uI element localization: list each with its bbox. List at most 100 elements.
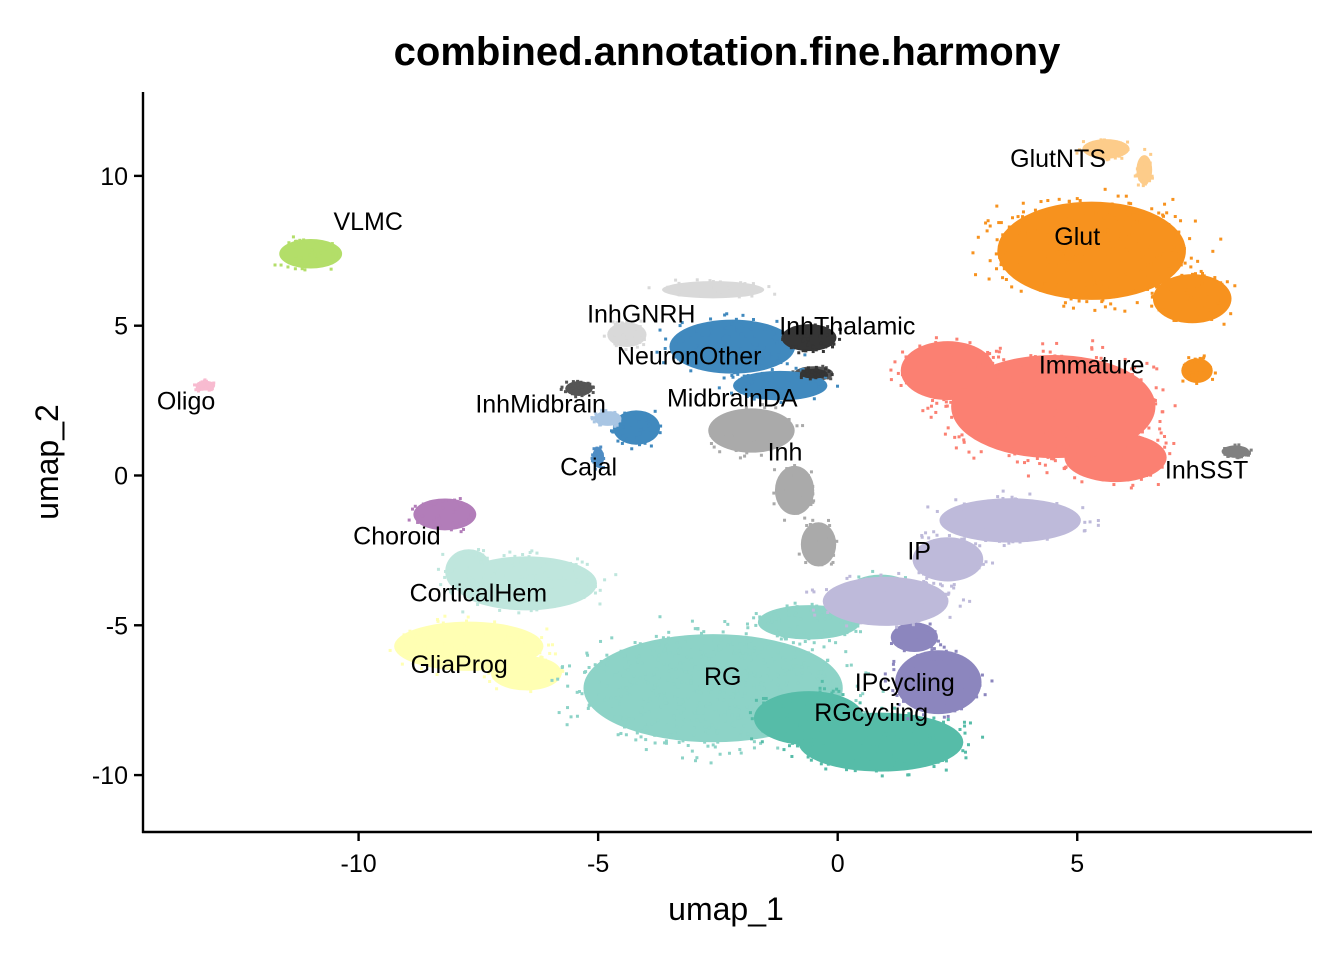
cluster-point	[690, 718, 694, 722]
cluster-point	[542, 679, 546, 683]
cluster-point	[783, 672, 787, 676]
cluster-point	[912, 718, 916, 722]
cluster-point	[977, 431, 981, 435]
cluster-point	[997, 498, 1001, 502]
cluster-point	[675, 286, 679, 290]
cluster-point	[1037, 452, 1041, 456]
cluster-point	[974, 530, 978, 534]
cluster-point	[509, 650, 513, 654]
cluster-point	[743, 382, 747, 386]
cluster-point	[615, 413, 619, 417]
cluster-point	[599, 639, 603, 643]
cluster-point	[930, 657, 934, 661]
y-tick-label: 5	[114, 313, 128, 341]
cluster-point	[945, 404, 949, 408]
cluster-point	[967, 556, 971, 560]
cluster-point	[1149, 176, 1153, 180]
cluster-point	[1077, 388, 1081, 392]
cluster-point	[944, 768, 948, 772]
cluster-point	[699, 655, 703, 659]
cluster-point	[815, 630, 819, 634]
cluster-point	[995, 371, 999, 375]
cluster-point	[874, 726, 878, 730]
cluster-point	[764, 696, 768, 700]
cluster-point	[921, 696, 925, 700]
cluster-point	[799, 744, 803, 748]
cluster-point	[1019, 387, 1023, 391]
cluster-point	[693, 665, 697, 669]
cluster-point	[784, 434, 788, 438]
cluster-point	[838, 706, 842, 710]
cluster-point	[1079, 472, 1083, 476]
cluster-point	[614, 696, 618, 700]
cluster-point	[1006, 525, 1010, 529]
cluster-point	[573, 385, 577, 389]
cluster-point	[1033, 227, 1037, 231]
cluster-points-glutnts	[1075, 138, 1154, 188]
cluster-point	[1129, 202, 1133, 206]
cluster-point	[1142, 179, 1146, 183]
cluster-point	[803, 353, 807, 357]
cluster-point	[936, 639, 940, 643]
cluster-point	[821, 350, 825, 354]
cluster-point	[858, 701, 862, 705]
cluster-point	[779, 637, 783, 641]
cluster-point	[516, 589, 520, 593]
cluster-point	[1020, 366, 1024, 370]
cluster-point	[820, 671, 824, 675]
cluster-point	[1161, 214, 1165, 218]
cluster-point	[677, 281, 681, 285]
cluster-point	[546, 574, 550, 578]
cluster-point	[1127, 232, 1131, 236]
cluster-point	[717, 386, 721, 390]
cluster-point	[1090, 395, 1094, 399]
cluster-point	[792, 696, 796, 700]
cluster-point	[811, 377, 815, 381]
cluster-point	[1024, 384, 1028, 388]
cluster-point	[1001, 489, 1005, 493]
cluster-point	[1078, 199, 1082, 203]
cluster-point	[748, 711, 752, 715]
cluster-point	[404, 640, 408, 644]
cluster-point	[442, 626, 446, 630]
cluster-point	[897, 724, 901, 728]
cluster-point	[978, 544, 982, 548]
cluster-point	[441, 621, 445, 625]
cluster-point	[741, 651, 745, 655]
cluster-point	[1145, 439, 1149, 443]
cluster-point	[752, 740, 756, 744]
cluster-point	[1057, 247, 1061, 251]
cluster-point	[739, 655, 743, 659]
cluster-point	[1054, 262, 1058, 266]
cluster-point	[824, 367, 828, 371]
cluster-point	[861, 604, 865, 608]
cluster-point	[847, 713, 851, 717]
cluster-point	[694, 345, 698, 349]
cluster-point	[892, 659, 896, 663]
cluster-point	[914, 590, 918, 594]
cluster-point	[981, 526, 985, 530]
cluster-point	[723, 620, 727, 624]
cluster-point	[1080, 480, 1084, 484]
cluster-point	[1097, 141, 1101, 145]
cluster-point	[795, 605, 799, 609]
cluster-point	[1110, 202, 1114, 206]
cluster-point	[863, 715, 867, 719]
cluster-point	[474, 588, 478, 592]
cluster-point	[518, 636, 522, 640]
cluster-point	[554, 579, 558, 583]
cluster-point	[909, 589, 913, 593]
cluster-point	[1014, 369, 1018, 373]
cluster-point	[1067, 380, 1071, 384]
cluster-point	[927, 660, 931, 664]
cluster-point	[1091, 339, 1095, 343]
cluster-point	[735, 679, 739, 683]
cluster-points-inhthalamic	[781, 323, 842, 381]
cluster-point	[456, 503, 460, 507]
cluster-point	[900, 645, 904, 649]
cluster-point	[1146, 170, 1150, 174]
cluster-point	[514, 583, 518, 587]
cluster-point	[1129, 460, 1133, 464]
cluster-point	[826, 371, 830, 375]
cluster-point	[498, 608, 502, 612]
